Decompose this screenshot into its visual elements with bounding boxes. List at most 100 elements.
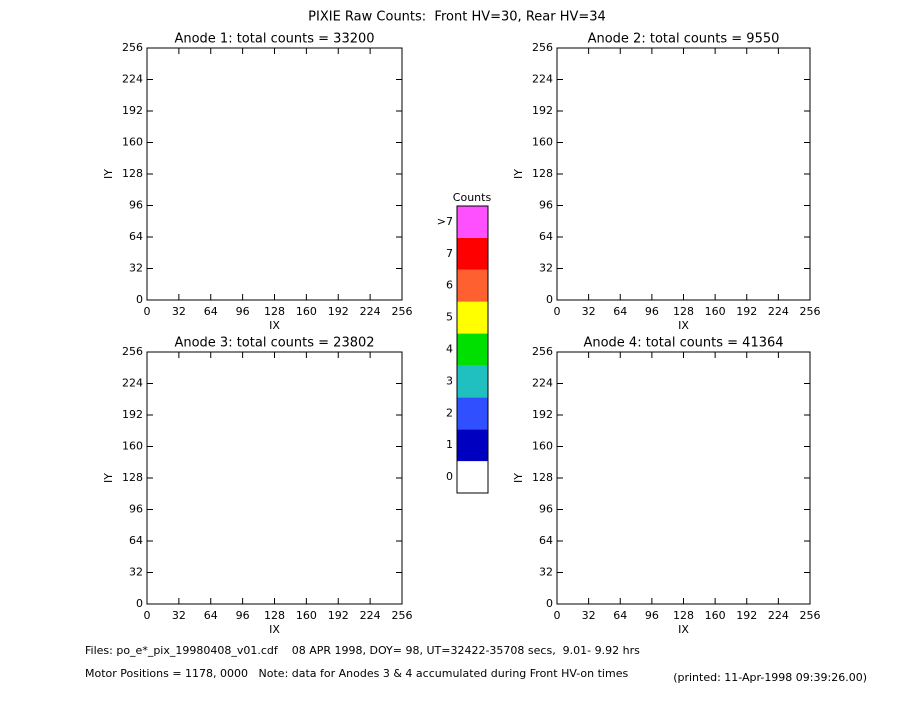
x-tick-label: 256	[392, 305, 413, 318]
x-tick-label: 160	[296, 305, 317, 318]
colorbar-label: 4	[446, 343, 453, 356]
y-tick-label: 0	[136, 597, 143, 610]
x-tick-label: 160	[296, 609, 317, 622]
x-tick-label: 192	[736, 609, 757, 622]
colorbar-label: 5	[446, 311, 453, 324]
colorbar-label: 3	[446, 374, 453, 387]
x-tick-label: 64	[204, 609, 218, 622]
y-tick-label: 64	[539, 230, 553, 243]
y-tick-label: 96	[129, 199, 143, 212]
y-tick-label: 192	[122, 408, 143, 421]
y-axis-label: IY	[102, 169, 115, 179]
y-tick-label: 32	[129, 566, 143, 579]
y-axis-label: IY	[512, 473, 525, 483]
y-tick-label: 96	[129, 503, 143, 516]
footer-files: Files: po_e*_pix_19980408_v01.cdf 08 APR…	[85, 644, 640, 657]
x-tick-label: 32	[172, 609, 186, 622]
colorbar-swatch	[457, 301, 488, 334]
x-tick-label: 160	[705, 305, 726, 318]
x-axis-label: IX	[269, 623, 280, 636]
y-tick-label: 224	[122, 377, 143, 390]
y-axis-label: IY	[512, 169, 525, 179]
y-tick-label: 256	[122, 41, 143, 54]
y-tick-label: 0	[136, 293, 143, 306]
plot-frame	[146, 351, 403, 605]
x-tick-label: 128	[673, 305, 694, 318]
x-tick-label: 64	[613, 305, 627, 318]
y-tick-label: 192	[532, 408, 553, 421]
y-tick-label: 64	[539, 534, 553, 547]
y-tick-label: 96	[539, 503, 553, 516]
y-tick-label: 256	[532, 41, 553, 54]
colorbar-title: Counts	[453, 191, 492, 204]
panel-title: Anode 1: total counts = 33200	[174, 32, 374, 47]
y-tick-label: 192	[532, 104, 553, 117]
x-axis-label: IX	[678, 319, 689, 332]
x-tick-label: 256	[800, 609, 821, 622]
colorbar-swatch	[457, 397, 488, 430]
colorbar-label: >7	[437, 215, 453, 228]
footer-printed: (printed: 11-Apr-1998 09:39:26.00)	[673, 671, 867, 684]
panel-title: Anode 3: total counts = 23802	[174, 336, 374, 351]
x-tick-label: 64	[613, 609, 627, 622]
x-tick-label: 0	[144, 609, 151, 622]
y-tick-label: 64	[129, 534, 143, 547]
colorbar-swatch	[457, 461, 488, 493]
x-tick-label: 96	[645, 609, 659, 622]
colorbar-swatch	[457, 365, 488, 398]
x-tick-label: 32	[582, 305, 596, 318]
footer-motor: Motor Positions = 1178, 0000 Note: data …	[85, 667, 628, 680]
x-tick-label: 192	[328, 609, 349, 622]
y-tick-label: 160	[122, 136, 143, 149]
x-tick-label: 128	[673, 609, 694, 622]
x-axis-label: IX	[678, 623, 689, 636]
x-tick-label: 128	[264, 305, 285, 318]
y-tick-label: 0	[546, 293, 553, 306]
y-tick-label: 160	[122, 440, 143, 453]
x-tick-label: 192	[736, 305, 757, 318]
colorbar-swatch	[457, 333, 488, 366]
colorbar-swatch	[457, 206, 488, 238]
y-tick-label: 32	[539, 566, 553, 579]
y-tick-label: 32	[539, 262, 553, 275]
y-tick-label: 0	[546, 597, 553, 610]
x-tick-label: 256	[392, 609, 413, 622]
x-tick-label: 224	[360, 305, 381, 318]
colorbar-label: 7	[446, 247, 453, 260]
plot-frame	[556, 47, 811, 301]
y-tick-label: 128	[122, 471, 143, 484]
y-tick-label: 224	[532, 377, 553, 390]
colorbar-frame	[456, 205, 489, 494]
page-title: PIXIE Raw Counts: Front HV=30, Rear HV=3…	[308, 10, 606, 25]
y-tick-label: 64	[129, 230, 143, 243]
panel-title: Anode 2: total counts = 9550	[588, 32, 780, 47]
x-tick-label: 256	[800, 305, 821, 318]
y-tick-label: 224	[122, 73, 143, 86]
x-tick-label: 0	[144, 305, 151, 318]
y-tick-label: 128	[532, 471, 553, 484]
x-tick-label: 64	[204, 305, 218, 318]
x-tick-label: 224	[360, 609, 381, 622]
y-tick-label: 32	[129, 262, 143, 275]
y-tick-label: 128	[122, 167, 143, 180]
y-tick-label: 160	[532, 440, 553, 453]
x-tick-label: 224	[768, 305, 789, 318]
colorbar-label: 6	[446, 279, 453, 292]
x-tick-label: 0	[554, 609, 561, 622]
y-tick-label: 96	[539, 199, 553, 212]
y-tick-label: 224	[532, 73, 553, 86]
x-tick-label: 128	[264, 609, 285, 622]
x-tick-label: 32	[172, 305, 186, 318]
y-tick-label: 256	[122, 345, 143, 358]
y-tick-label: 128	[532, 167, 553, 180]
colorbar-swatch	[457, 237, 488, 270]
x-tick-label: 32	[582, 609, 596, 622]
x-tick-label: 0	[554, 305, 561, 318]
x-axis-label: IX	[269, 319, 280, 332]
colorbar-swatch	[457, 429, 488, 462]
plot-frame	[556, 351, 811, 605]
plot-frame	[146, 47, 403, 301]
panel-title: Anode 4: total counts = 41364	[583, 336, 783, 351]
y-tick-label: 160	[532, 136, 553, 149]
